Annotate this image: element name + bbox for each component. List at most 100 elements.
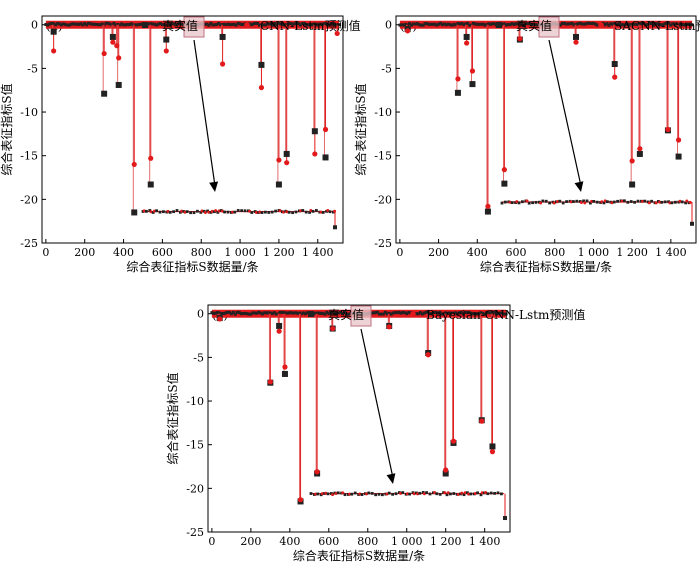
baseline-true-point — [317, 311, 321, 315]
pred-point — [284, 160, 290, 166]
legend-pred-marker — [244, 22, 250, 28]
baseline-true-point — [688, 22, 692, 26]
baseline-true-point — [263, 311, 267, 315]
baseline-true-point — [247, 312, 251, 316]
baseline-true-point — [81, 23, 85, 27]
inset-pred-point — [331, 493, 335, 497]
pred-point — [330, 325, 336, 332]
inset-pred-point — [641, 199, 645, 203]
inset-true-point — [663, 200, 667, 204]
baseline-true-point — [624, 22, 628, 26]
baseline-true-point — [327, 22, 331, 26]
true-point — [322, 154, 329, 161]
baseline-true-point — [224, 311, 228, 315]
pred-point — [314, 469, 320, 475]
legend-true-marker — [142, 22, 148, 28]
inset-true-point — [394, 492, 398, 496]
baseline-true-point — [467, 310, 471, 314]
baseline-true-point — [492, 310, 496, 314]
inset-pred-point — [583, 201, 587, 205]
baseline-true-point — [261, 312, 265, 316]
baseline-true-point — [224, 23, 228, 27]
baseline-true-point — [370, 311, 374, 315]
baseline-true-point — [584, 22, 588, 26]
inset-true-point — [308, 211, 311, 214]
baseline-true-point — [421, 23, 425, 27]
x-tick-label: 200 — [428, 246, 449, 259]
inset-true-point — [500, 492, 503, 496]
baseline-true-point — [420, 312, 424, 316]
y-axis-label: 综合表征指标S值 — [353, 83, 368, 175]
x-tick-label: 1 400 — [469, 535, 501, 548]
baseline-true-point — [402, 23, 406, 27]
baseline-true-point — [632, 22, 636, 26]
inset-true-point — [636, 199, 640, 203]
x-tick-label: 1 400 — [302, 246, 334, 259]
baseline-true-point — [617, 22, 621, 26]
inset-pred-point — [358, 492, 362, 496]
baseline-true-point — [469, 311, 473, 315]
true-point — [442, 470, 449, 477]
pred-point — [443, 467, 449, 473]
baseline-true-point — [640, 22, 644, 26]
baseline-true-point — [313, 311, 317, 315]
baseline-true-point — [529, 23, 533, 27]
baseline-true-point — [275, 23, 279, 27]
inset-true-point — [250, 211, 254, 214]
baseline-true-point — [613, 21, 617, 25]
baseline-true-point — [648, 21, 652, 25]
baseline-true-point — [61, 22, 65, 26]
baseline-true-point — [214, 311, 218, 315]
baseline-true-point — [69, 22, 73, 26]
inset-true-point — [531, 201, 534, 205]
x-tick-label: 1 200 — [263, 246, 295, 259]
inset-pred-point — [433, 491, 437, 495]
true-point — [636, 150, 643, 157]
inset-true-point — [548, 201, 551, 205]
y-tick-label: -5 — [381, 62, 392, 75]
baseline-true-point — [570, 21, 574, 25]
inset-pred-point — [508, 200, 512, 204]
inset-pred-point — [248, 209, 252, 213]
baseline-true-point — [292, 311, 296, 315]
plot-frame — [395, 15, 697, 244]
inset-pred-point — [314, 492, 318, 496]
baseline-true-point — [112, 21, 116, 25]
inset-true-point — [660, 200, 664, 204]
inset-true-point — [452, 492, 456, 495]
baseline-true-point — [174, 23, 178, 27]
baseline-true-point — [277, 21, 281, 25]
baseline-true-point — [75, 22, 79, 26]
baseline-true-point — [147, 22, 151, 26]
baseline-true-point — [116, 23, 120, 27]
baseline-true-point — [46, 23, 50, 27]
baseline-true-point — [67, 23, 71, 27]
baseline-true-point — [79, 22, 83, 26]
panel-b: 0 -5 -10 -15 -20 -25 0 200 400 600 800 1 000 1 200 1 … — [353, 15, 700, 274]
pred-point — [258, 84, 265, 91]
zoom-arrow-head — [209, 181, 219, 192]
baseline-true-point — [673, 22, 677, 26]
baseline-true-point — [319, 311, 323, 315]
baseline-true-point — [471, 21, 475, 25]
baseline-true-point — [436, 311, 440, 315]
baseline-true-point — [331, 22, 335, 26]
baseline-true-point — [416, 312, 420, 316]
baseline-true-point — [455, 312, 459, 316]
baseline-true-point — [516, 22, 520, 26]
inset-pred-point — [552, 201, 556, 205]
inset-true-point — [449, 492, 452, 496]
baseline-true-point — [518, 21, 522, 25]
y-tick-label: -25 — [186, 526, 204, 539]
true-point — [281, 370, 288, 377]
baseline-true-point — [301, 311, 305, 315]
pred-point — [276, 157, 282, 163]
inset-pred-point — [539, 201, 543, 205]
x-axis-label: 综合表征指标S数据量/条 — [480, 259, 612, 274]
true-point — [283, 150, 290, 157]
baseline-true-point — [440, 23, 444, 27]
y-tick-label: -10 — [20, 106, 38, 119]
pred-point — [489, 449, 496, 455]
pred-point — [464, 40, 470, 46]
baseline-true-point — [477, 22, 481, 26]
